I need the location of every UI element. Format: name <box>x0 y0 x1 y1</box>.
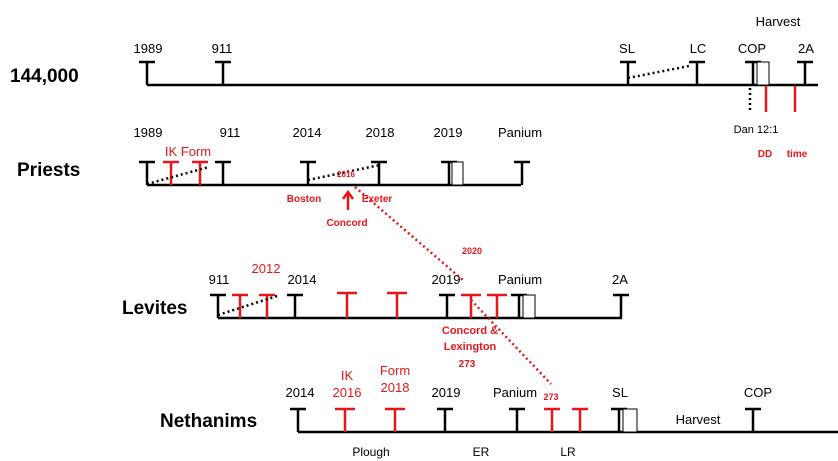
t-mark-2018 <box>371 160 387 185</box>
label-lexington: Lexington <box>444 341 497 353</box>
t-mark-2014 <box>300 160 316 185</box>
red-t-4 <box>387 291 407 318</box>
dotted-link-sl-lc <box>627 64 690 80</box>
row-144000: 144,000 1989 911 SL LC COP Harvest 2A Da… <box>10 14 818 160</box>
red-t-form <box>192 160 208 185</box>
label-harvest: Harvest <box>756 14 801 29</box>
label-1989: 1989 <box>134 41 163 56</box>
row-levites: Levites 911 2014 2019 Panium 2A 2012 2 <box>122 246 629 370</box>
label-2020: 2020 <box>462 246 482 256</box>
harvest-box-144000 <box>756 61 770 86</box>
row-label-144000: 144,000 <box>10 66 79 87</box>
red-t-ik <box>335 407 355 432</box>
label-lr: LR <box>560 445 576 459</box>
box-panium-levites <box>522 294 536 319</box>
label-cop: COP <box>738 41 766 56</box>
box-sl-nethanims <box>622 408 638 433</box>
t-mark-cop <box>745 407 761 432</box>
t-mark-lc <box>689 60 705 85</box>
dotted-link-911-2012 <box>217 294 278 317</box>
t-mark-2014 <box>290 407 306 432</box>
label-concord: Concord <box>326 218 367 229</box>
red-t-lexington <box>487 293 507 318</box>
dotted-link-2014-2018 <box>307 163 381 182</box>
t-marks-priests <box>139 160 530 185</box>
label-2014: 2014 <box>293 125 322 140</box>
label-2019: 2019 <box>432 385 461 400</box>
row-label-priests: Priests <box>17 160 80 181</box>
red-marks-levites <box>232 291 507 318</box>
label-er: ER <box>473 445 490 459</box>
row-label-levites: Levites <box>122 298 187 319</box>
label-2014: 2014 <box>286 385 315 400</box>
box-2019-priests <box>451 161 464 186</box>
red-t-1 <box>232 293 248 318</box>
red-dotted-2020-273 <box>470 299 552 385</box>
label-273: 273 <box>459 359 476 370</box>
red-dotted-concord-2020 <box>354 186 465 282</box>
label-dd: DD <box>758 149 772 160</box>
label-273: 273 <box>543 392 558 402</box>
t-mark-1989 <box>139 60 155 85</box>
t-marks-144000 <box>139 60 813 85</box>
red-t-lr <box>572 407 588 432</box>
label-2014: 2014 <box>288 272 317 287</box>
label-time: time <box>787 149 808 160</box>
label-2016: 2016 <box>333 385 362 400</box>
label-2018: 2018 <box>366 125 395 140</box>
label-cop: COP <box>744 385 772 400</box>
red-marks-priests <box>163 160 208 185</box>
red-t-form <box>385 407 405 432</box>
t-mark-sl <box>620 60 636 85</box>
t-mark-911 <box>215 60 231 85</box>
label-exeter: Exeter <box>362 194 393 205</box>
t-mark-panium <box>514 160 530 185</box>
dotted-link-1989-form <box>146 165 210 186</box>
red-marks-nethanims <box>335 407 588 432</box>
label-ik-form: IK Form <box>165 144 211 159</box>
t-mark-911 <box>215 160 231 185</box>
row-label-nethanims: Nethanims <box>160 411 257 432</box>
label-harvest: Harvest <box>676 412 721 427</box>
red-t-concord <box>461 293 481 318</box>
label-ik: IK <box>341 368 354 383</box>
concord-arrow <box>341 189 355 210</box>
red-t-ik <box>163 160 179 185</box>
label-form: Form <box>380 363 410 378</box>
t-mark-panium <box>509 407 525 432</box>
t-mark-2014 <box>287 293 303 318</box>
label-2019: 2019 <box>432 272 461 287</box>
label-concord-amp: Concord & <box>442 325 498 337</box>
label-2a: 2A <box>612 272 628 287</box>
label-1989: 1989 <box>134 125 163 140</box>
label-2016: 2016 <box>337 170 355 179</box>
t-mark-2a <box>797 60 813 85</box>
label-lc: LC <box>690 41 707 56</box>
label-2019: 2019 <box>434 125 463 140</box>
t-mark-1989 <box>139 160 155 185</box>
red-t-273 <box>544 407 560 432</box>
label-panium: Panium <box>498 125 542 140</box>
t-marks-levites <box>210 293 629 318</box>
t-mark-2019 <box>439 293 455 318</box>
label-2a: 2A <box>798 41 814 56</box>
label-2018: 2018 <box>381 380 410 395</box>
t-mark-2a <box>613 293 629 318</box>
label-panium: Panium <box>493 385 537 400</box>
label-sl: SL <box>612 385 628 400</box>
label-911: 911 <box>209 272 230 287</box>
label-panium: Panium <box>498 272 542 287</box>
label-dan-12-1: Dan 12:1 <box>734 124 779 136</box>
red-t-3 <box>337 291 357 318</box>
label-911: 911 <box>212 41 233 56</box>
row-nethanims: Nethanims 2014 2019 Panium SL Harvest CO… <box>160 363 838 459</box>
label-2012: 2012 <box>252 261 281 276</box>
label-boston: Boston <box>287 194 321 205</box>
label-plough: Plough <box>352 445 389 459</box>
label-sl: SL <box>619 41 635 56</box>
label-911: 911 <box>220 125 241 140</box>
t-mark-2019 <box>437 407 453 432</box>
row-priests: Priests 1989 911 2014 2018 2019 Panium I… <box>17 125 542 229</box>
